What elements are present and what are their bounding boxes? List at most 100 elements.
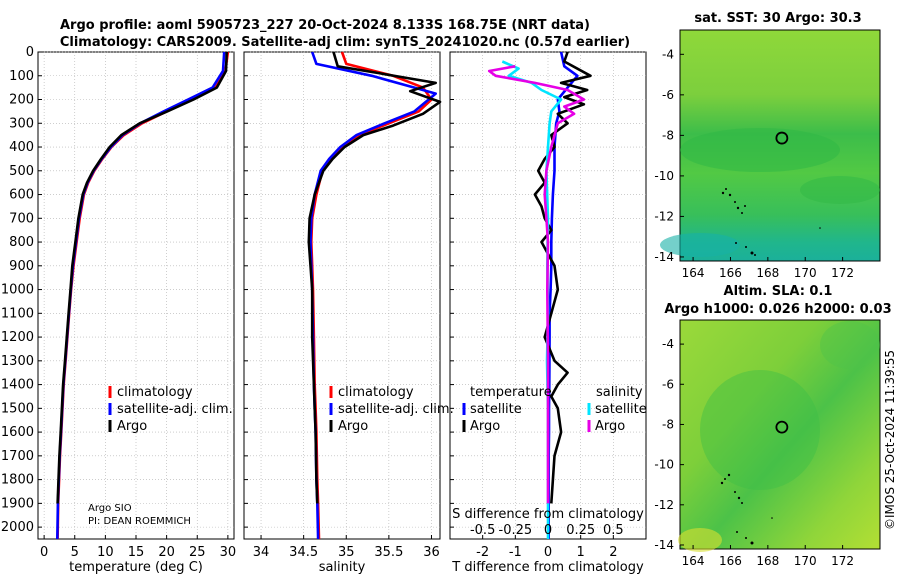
y-tick-label: 1000 [1, 283, 34, 298]
sst-map-band [680, 128, 840, 172]
y-tick-label: 1600 [1, 425, 34, 440]
map-x-tick-label: 170 [794, 266, 817, 280]
s-difference-ticks: -0.5 -0.25 0 0.25 0.5 [470, 523, 624, 538]
sst-map-title: sat. SST: 30 Argo: 30.3 [694, 11, 861, 26]
s-diff-tick-label: -0.5 [470, 523, 495, 538]
sla-map-subtitle: Argo h1000: 0.026 h2000: 0.03 [664, 302, 891, 317]
s-diff-tick-label: 0.25 [566, 523, 595, 538]
map-x-tick-label: 168 [756, 554, 779, 568]
map-y-tick-label: -12 [654, 209, 674, 223]
s-difference-label: S difference from climatology [452, 507, 644, 522]
y-tick-label: 800 [9, 235, 34, 250]
y-tick-label: 1200 [1, 330, 34, 345]
t-difference-xlabel: T difference from climatology [451, 560, 644, 575]
map-y-tick-label: -12 [654, 498, 674, 512]
credit-pi: PI: DEAN ROEMMICH [88, 516, 191, 527]
x-tick-label: -2 [476, 545, 489, 560]
y-tick-label: 1700 [1, 449, 34, 464]
x-tick-label: 20 [158, 545, 175, 560]
sst-map: 164 166 168 170 172 -4 -6 -8 -10 -12 -14 [654, 29, 881, 280]
y-tick-label: 2000 [1, 520, 34, 535]
map-y-tick-label: -4 [662, 337, 674, 351]
difference-legend: temperature salinity satellite Argo sate… [462, 385, 647, 434]
sla-map-field [679, 319, 881, 550]
map-x-tick-label: 170 [794, 554, 817, 568]
y-tick-label: 1800 [1, 473, 34, 488]
map-x-tick-label: 172 [831, 554, 854, 568]
salinity-legend: climatology satellite-adj. clim. Argo [329, 385, 454, 434]
x-tick-label: 25 [189, 545, 206, 560]
x-tick-label: 10 [97, 545, 114, 560]
map-y-tick-label: -6 [662, 88, 674, 102]
imos-watermark: ©IMOS 25-Oct-2024 11:39:55 [883, 350, 897, 530]
map-y-tick-label: -10 [654, 169, 674, 183]
y-tick-label: 600 [9, 188, 34, 203]
salinity-xlabel: salinity [319, 560, 366, 575]
legend-temp-argo-label: Argo [470, 419, 500, 434]
map-y-tick-label: -10 [654, 458, 674, 472]
sla-map-blob [678, 528, 722, 552]
y-tick-label: 300 [9, 116, 34, 131]
map-x-tick-label: 164 [682, 554, 705, 568]
s-diff-tick-label: -0.25 [499, 523, 533, 538]
map-x-tick-label: 164 [682, 266, 705, 280]
map-x-tick-label: 166 [719, 266, 742, 280]
sla-map-axes: 164 166 168 170 172 -4 -6 -8 -10 -12 -14 [654, 337, 854, 568]
series-line-argo [307, 51, 442, 504]
legend-satellite-adj-label: satellite-adj. clim. [117, 402, 233, 417]
map-y-tick-label: -6 [662, 377, 674, 391]
map-y-tick-label: -14 [654, 538, 674, 552]
sst-map-band [800, 176, 880, 204]
temperature-legend: climatology satellite-adj. clim. Argo [108, 385, 233, 434]
x-tick-label: 2 [609, 545, 617, 560]
map-y-tick-label: -4 [662, 47, 674, 61]
x-tick-label: 0 [544, 545, 552, 560]
legend-climatology-label: climatology [117, 385, 193, 400]
legend-satellite-adj-label: satellite-adj. clim. [338, 402, 454, 417]
s-diff-tick-label: 0.5 [603, 523, 624, 538]
legend-temperature-title: temperature [470, 385, 552, 400]
x-tick-label: 15 [128, 545, 145, 560]
map-y-tick-label: -14 [654, 250, 674, 264]
legend-argo-label: Argo [338, 419, 368, 434]
y-tick-label: 1300 [1, 354, 34, 369]
legend-temp-satellite-label: satellite [470, 402, 522, 417]
series-layer [56, 51, 592, 540]
y-tick-label: 1100 [1, 306, 34, 321]
figure-title-line1: Argo profile: aoml 5905723_227 20-Oct-20… [60, 18, 590, 33]
y-tick-label: 1900 [1, 496, 34, 511]
y-tick-label: 500 [9, 164, 34, 179]
s-diff-tick-label: 0 [544, 523, 552, 538]
y-tick-label: 200 [9, 93, 34, 108]
x-tick-label: 35.5 [374, 545, 403, 560]
sla-map-title: Altim. SLA: 0.1 [724, 284, 833, 299]
legend-argo-label: Argo [117, 419, 147, 434]
sla-map-blob [700, 370, 820, 490]
y-tick-label: 700 [9, 211, 34, 226]
sst-map-band [660, 233, 740, 257]
map-y-tick-label: -8 [662, 128, 674, 142]
y-tick-label: 400 [9, 140, 34, 155]
y-tick-label: 0 [26, 45, 34, 60]
sla-argo-float-marker [775, 420, 789, 434]
y-tick-label: 900 [9, 259, 34, 274]
series-line-temperature-argo [533, 51, 592, 504]
temperature-xlabel: temperature (deg C) [69, 560, 203, 575]
x-tick-label: 5 [71, 545, 79, 560]
y-tick-label: 100 [9, 69, 34, 84]
legend-sal-satellite-label: satellite [595, 402, 647, 417]
sla-map-blob [820, 321, 880, 369]
x-tick-label: 36 [423, 545, 440, 560]
sst-islands [721, 188, 821, 256]
x-tick-label: 30 [220, 545, 237, 560]
x-tick-label: 34.5 [289, 545, 318, 560]
y-tick-label: 1500 [1, 401, 34, 416]
axis-layer: 0 5 10 15 20 25 300100200300400500600700800900… [1, 45, 618, 560]
sst-map-axes: 164 166 168 170 172 -4 -6 -8 -10 -12 -14 [654, 47, 854, 280]
x-tick-label: 1 [577, 545, 585, 560]
legend-climatology-label: climatology [338, 385, 414, 400]
x-tick-label: 34 [253, 545, 270, 560]
x-tick-label: 0 [40, 545, 48, 560]
figure-title-line2: Climatology: CARS2009. Satellite-adj cli… [60, 35, 630, 50]
